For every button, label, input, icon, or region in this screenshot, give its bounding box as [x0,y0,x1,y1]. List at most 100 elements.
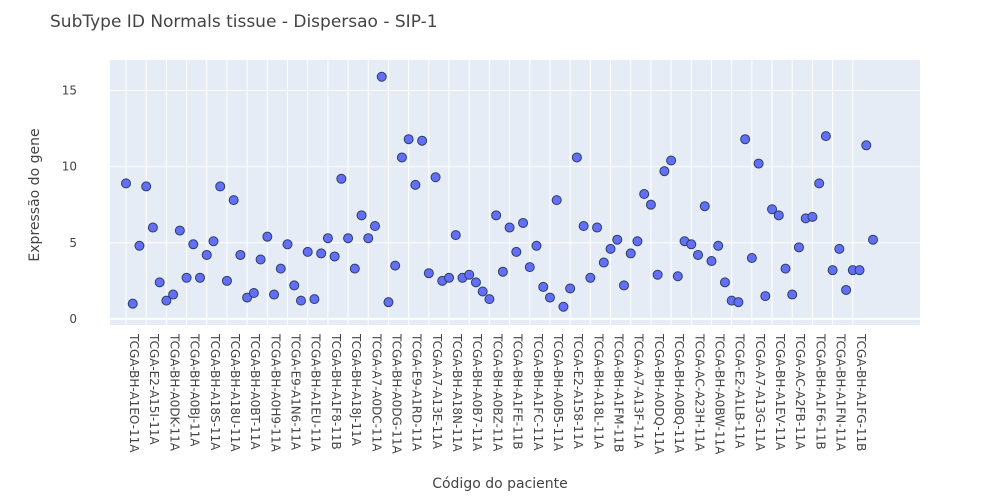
data-point[interactable] [403,134,414,145]
data-point[interactable] [740,134,751,145]
data-point[interactable] [450,230,461,241]
data-point[interactable] [147,222,158,233]
data-point[interactable] [652,269,663,280]
data-point[interactable] [316,248,327,259]
data-point[interactable] [544,292,555,303]
data-point[interactable] [309,294,320,305]
data-point[interactable] [282,239,293,250]
data-point[interactable] [396,152,407,163]
data-point[interactable] [625,248,636,259]
data-point[interactable] [363,233,374,244]
data-point[interactable] [719,277,730,288]
data-point[interactable] [141,181,152,192]
data-point[interactable] [275,263,286,274]
data-point[interactable] [289,280,300,291]
data-point[interactable] [370,221,380,232]
data-point[interactable] [235,249,246,260]
data-point[interactable] [383,297,394,308]
data-point[interactable] [767,204,778,215]
data-point[interactable] [565,283,576,294]
data-point[interactable] [188,239,199,250]
data-point[interactable] [134,240,145,251]
data-point[interactable] [814,178,825,189]
data-point[interactable] [538,281,549,292]
data-point[interactable] [753,158,764,169]
data-point[interactable] [787,289,798,300]
data-point[interactable] [195,272,206,283]
data-point[interactable] [174,225,185,236]
data-point[interactable] [645,199,656,210]
data-point[interactable] [269,289,280,300]
data-point[interactable] [154,277,165,288]
data-point[interactable] [329,251,340,262]
data-point[interactable] [417,135,428,146]
data-point[interactable] [619,280,629,291]
data-point[interactable] [477,286,488,297]
data-point[interactable] [242,292,253,303]
data-point[interactable] [322,233,333,244]
data-point[interactable] [693,249,704,260]
data-point[interactable] [430,172,441,183]
data-point[interactable] [666,155,677,166]
data-point[interactable] [827,265,838,276]
data-point[interactable] [376,71,387,82]
data-point[interactable] [390,260,401,271]
data-point[interactable] [302,246,313,257]
data-point[interactable] [639,189,650,200]
data-point[interactable] [733,297,744,308]
data-point[interactable] [215,181,226,192]
data-point[interactable] [464,269,475,280]
data-point[interactable] [410,179,421,190]
data-point[interactable] [161,295,172,306]
data-point[interactable] [699,201,710,212]
data-point[interactable] [524,262,535,273]
data-point[interactable] [491,210,502,221]
data-point[interactable] [201,249,212,260]
data-point[interactable] [841,284,852,295]
data-point[interactable] [349,263,360,274]
data-point[interactable] [356,210,367,221]
data-point[interactable] [706,256,717,267]
data-point[interactable] [578,221,589,232]
data-point[interactable] [255,254,266,265]
data-point[interactable] [444,272,455,283]
data-point[interactable] [558,301,569,312]
data-point[interactable] [511,246,522,257]
data-point[interactable] [228,195,239,206]
data-point[interactable] [248,288,259,299]
data-point[interactable] [551,195,562,206]
data-point[interactable] [868,234,878,245]
data-point[interactable] [343,233,354,244]
data-point[interactable] [208,236,219,247]
data-point[interactable] [780,263,791,274]
data-point[interactable] [121,178,131,189]
data-point[interactable] [746,252,757,263]
data-point[interactable] [470,277,481,288]
data-point[interactable] [672,271,683,282]
data-point[interactable] [262,231,273,242]
data-point[interactable] [504,222,515,233]
data-point[interactable] [221,275,232,286]
data-point[interactable] [760,291,771,302]
data-point[interactable] [659,166,670,177]
data-point[interactable] [336,173,347,184]
data-point[interactable] [168,289,179,300]
data-point[interactable] [807,211,818,222]
data-point[interactable] [686,239,697,250]
data-point[interactable] [571,152,582,163]
data-point[interactable] [820,131,831,142]
data-point[interactable] [295,295,306,306]
data-point[interactable] [773,210,784,221]
data-point[interactable] [632,236,643,247]
data-point[interactable] [531,240,542,251]
data-point[interactable] [497,266,508,277]
data-point[interactable] [181,272,192,283]
data-point[interactable] [484,294,495,305]
data-point[interactable] [861,140,872,151]
data-point[interactable] [127,298,138,309]
data-point[interactable] [834,243,845,254]
data-point[interactable] [518,217,529,228]
data-point[interactable] [793,242,804,253]
data-point[interactable] [423,268,434,279]
data-point[interactable] [598,257,609,268]
